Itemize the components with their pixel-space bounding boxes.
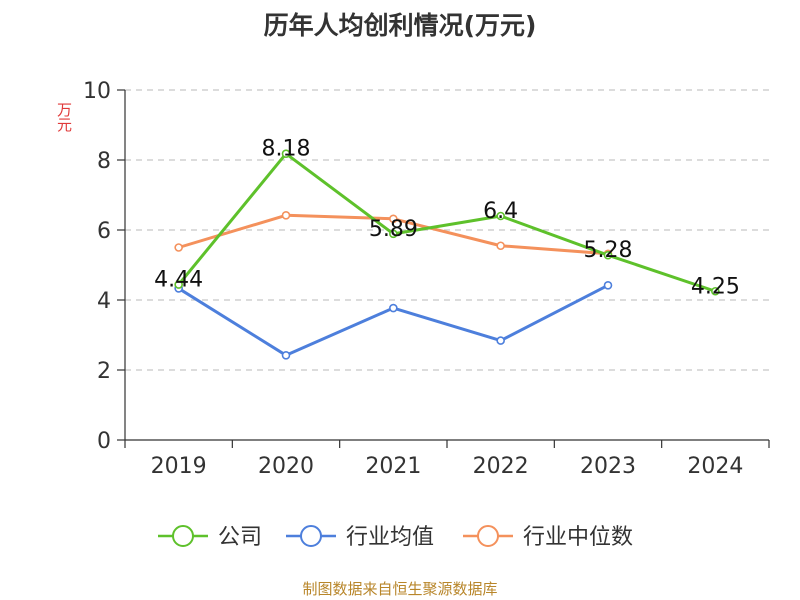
legend-item[interactable]: 行业中位数 [463, 525, 633, 550]
chart-title: 历年人均创利情况(万元) [263, 11, 537, 40]
y-tick-label: 8 [97, 149, 111, 174]
y-tick-label: 10 [83, 79, 111, 104]
y-tick-label: 4 [97, 289, 111, 314]
legend-label: 公司 [218, 525, 262, 550]
y-tick-label: 6 [97, 219, 111, 244]
data-label: 4.25 [691, 274, 740, 299]
data-point[interactable] [496, 211, 505, 221]
series-layer [174, 149, 720, 360]
data-point[interactable] [281, 350, 291, 360]
x-tick-label: 2022 [473, 454, 529, 479]
data-point[interactable] [281, 211, 291, 220]
data-point[interactable] [174, 243, 183, 252]
source-note: 制图数据来自恒生聚源数据库 [302, 580, 498, 598]
series-line [177, 283, 609, 357]
data-point[interactable] [711, 286, 720, 296]
y-tick-label: 0 [97, 429, 111, 454]
x-tick-label: 2019 [151, 454, 207, 479]
y-axis-label: 万元 [55, 102, 73, 132]
data-point[interactable] [496, 336, 505, 345]
data-labels: 4.44 8.18 5.89 6.4 5.28 4.25 [154, 137, 740, 300]
legend-marker [300, 525, 322, 547]
data-point[interactable] [174, 280, 183, 289]
data-point[interactable] [389, 229, 398, 239]
x-tick-label: 2023 [580, 454, 636, 479]
data-point[interactable] [389, 214, 398, 224]
y-tick-label: 2 [97, 359, 111, 384]
legend-label: 行业中位数 [523, 525, 633, 550]
data-label: 6.4 [483, 199, 518, 224]
x-tick-label: 2020 [258, 454, 314, 479]
data-label: 8.18 [262, 137, 311, 162]
legend-label: 行业均值 [346, 525, 434, 550]
data-point[interactable] [281, 149, 291, 158]
legend-marker [172, 525, 194, 547]
legend-item[interactable]: 公司 [158, 525, 262, 550]
x-tick-label: 2024 [687, 454, 743, 479]
data-label: 5.28 [584, 238, 633, 263]
series-line [177, 152, 716, 293]
data-point[interactable] [496, 241, 505, 251]
grid-lines [125, 89, 769, 371]
data-label: 4.44 [154, 268, 203, 293]
data-point[interactable] [389, 303, 398, 313]
legend-marker [477, 525, 499, 547]
x-tick-label: 2021 [365, 454, 421, 479]
axes: 0 2 4 6 8 10 2019 2020 2021 2022 2023 2024 [83, 79, 770, 479]
legend[interactable]: 公司 行业均值 行业中位数 [158, 525, 633, 550]
data-label: 5.89 [369, 217, 418, 242]
legend-item[interactable]: 行业均值 [286, 525, 434, 550]
data-point[interactable] [603, 280, 613, 290]
data-point[interactable] [603, 250, 613, 260]
